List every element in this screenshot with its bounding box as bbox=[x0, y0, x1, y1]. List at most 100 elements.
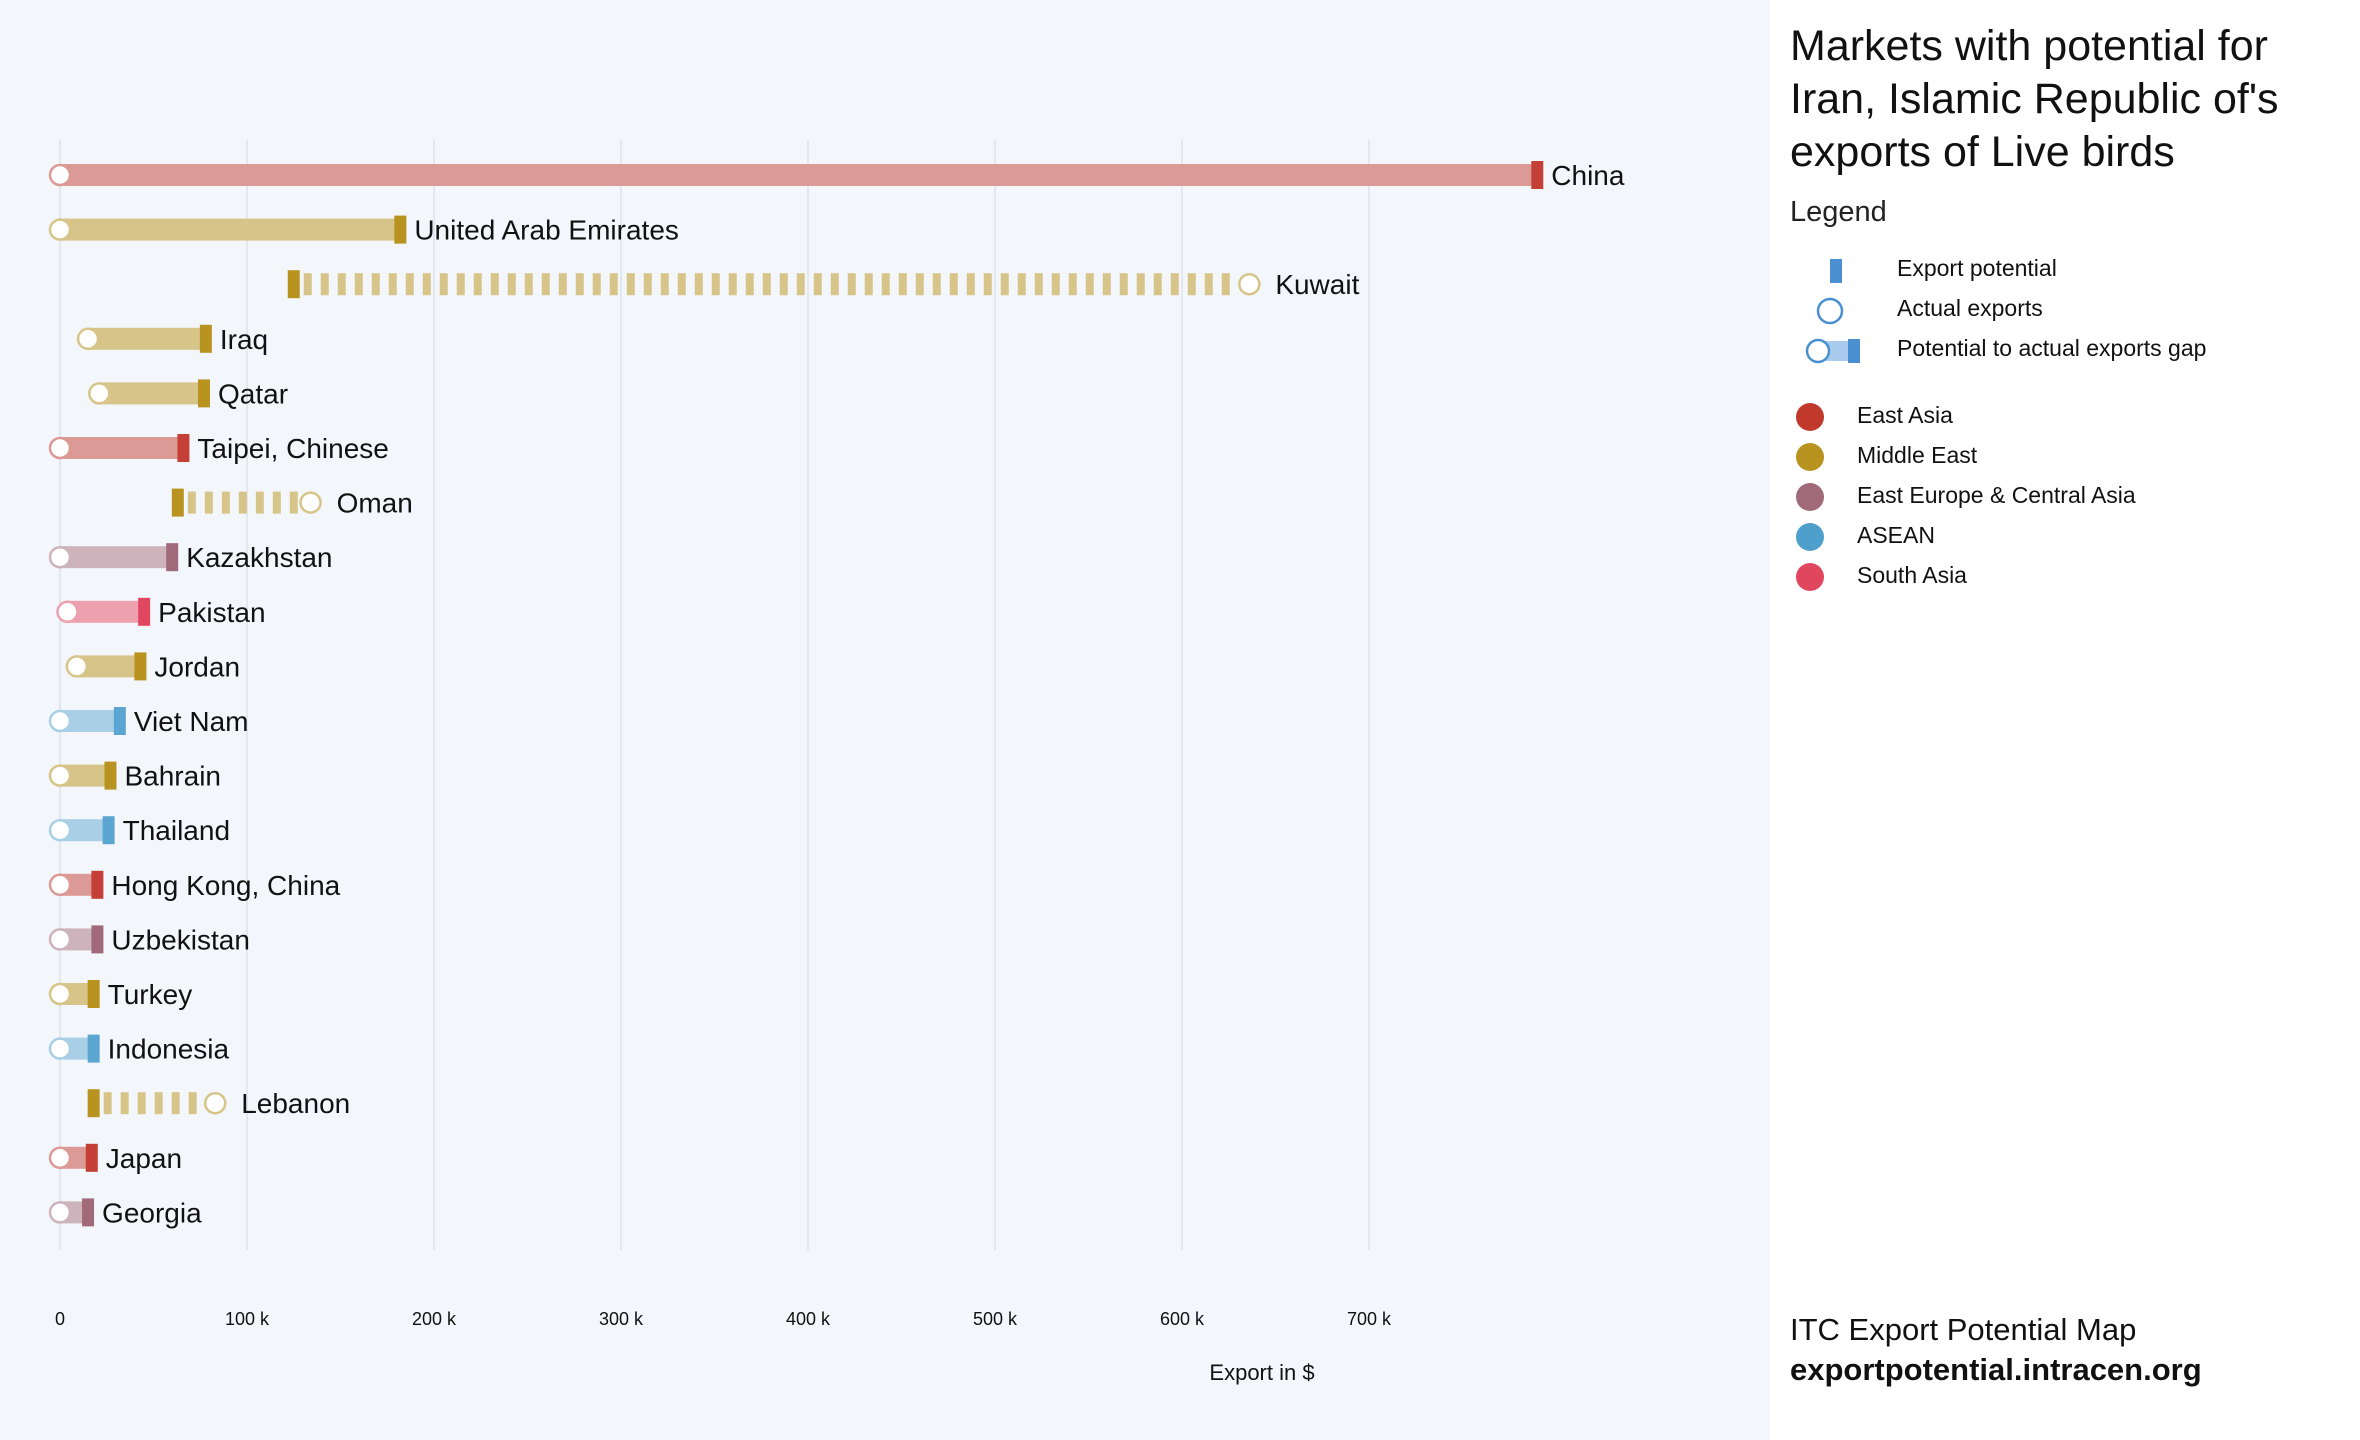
actual-exports-marker bbox=[48, 982, 72, 1006]
excess-dash bbox=[137, 1092, 146, 1115]
gap-bar bbox=[60, 710, 120, 732]
export-potential-marker bbox=[166, 543, 179, 572]
actual-exports-marker bbox=[48, 709, 72, 733]
export-potential-marker bbox=[91, 870, 104, 899]
x-tick-label: 300 k bbox=[599, 1309, 644, 1329]
legend-export-potential-label: Export potential bbox=[1897, 255, 2057, 281]
market-row: Kazakhstan bbox=[48, 542, 333, 573]
x-tick-label: 0 bbox=[55, 1309, 65, 1329]
region-legend-item: East Europe & Central Asia bbox=[1790, 480, 2350, 516]
x-axis-label: Export in $ bbox=[1209, 1360, 1314, 1385]
footer-url: exportpotential.intracen.org bbox=[1790, 1352, 2202, 1387]
market-label: United Arab Emirates bbox=[414, 215, 679, 246]
excess-dash bbox=[898, 273, 907, 296]
excess-dash bbox=[779, 273, 788, 296]
actual-exports-marker bbox=[299, 491, 322, 514]
region-dot-icon bbox=[1796, 563, 1824, 591]
excess-dash bbox=[289, 491, 298, 514]
market-label: Taipei, Chinese bbox=[197, 433, 388, 464]
excess-dash bbox=[337, 273, 346, 296]
market-row: Oman bbox=[171, 488, 413, 519]
excess-dash bbox=[983, 273, 992, 296]
excess-dash bbox=[473, 273, 482, 296]
region-legend-item: South Asia bbox=[1790, 560, 2350, 596]
actual-exports-marker bbox=[48, 545, 72, 569]
export-potential-marker bbox=[177, 434, 190, 462]
excess-dash bbox=[830, 273, 839, 296]
excess-dash bbox=[1170, 273, 1179, 296]
market-row: China bbox=[48, 160, 1625, 191]
x-axis-ticks: 0 100 k 200 k 300 k 400 k 500 k 600 k 700 k bbox=[55, 1309, 1392, 1329]
region-legend-label: East Asia bbox=[1857, 402, 1953, 428]
market-row: Viet Nam bbox=[48, 706, 248, 737]
excess-dash bbox=[171, 1092, 180, 1115]
gap-bar bbox=[67, 600, 145, 623]
export-potential-marker bbox=[197, 379, 210, 408]
actual-exports-marker bbox=[48, 1201, 72, 1224]
region-legend-label: East Europe & Central Asia bbox=[1857, 482, 2136, 508]
actual-exports-marker bbox=[56, 600, 79, 624]
grid-lines bbox=[59, 140, 1370, 1250]
market-label: Thailand bbox=[123, 815, 230, 846]
excess-dash bbox=[626, 273, 635, 296]
actual-exports-marker bbox=[48, 436, 72, 460]
excess-dash bbox=[711, 273, 720, 296]
chart-area: China United Arab Emirates Kuwait Iraq Qatar… bbox=[48, 140, 1625, 1385]
export-potential-chart: China United Arab Emirates Kuwait Iraq Qatar… bbox=[48, 140, 1625, 1385]
gap-bar bbox=[60, 437, 184, 459]
excess-dash bbox=[1204, 273, 1213, 296]
excess-dash bbox=[796, 273, 805, 296]
market-row: Georgia bbox=[48, 1197, 202, 1228]
excess-dash bbox=[915, 273, 924, 296]
excess-dash bbox=[204, 491, 213, 514]
legend-heading: Legend bbox=[1790, 196, 1887, 228]
market-label: Uzbekistan bbox=[111, 924, 250, 955]
region-legend-item: Middle East bbox=[1790, 440, 2350, 476]
excess-dash bbox=[881, 273, 890, 296]
export-potential-marker bbox=[138, 597, 151, 626]
market-row: Hong Kong, China bbox=[48, 870, 341, 901]
region-dot-icon bbox=[1796, 403, 1824, 431]
export-potential-bar-icon bbox=[1830, 259, 1842, 283]
export-potential-marker bbox=[113, 707, 126, 735]
actual-exports-marker bbox=[88, 382, 111, 405]
export-potential-marker bbox=[104, 761, 117, 790]
market-label: Kazakhstan bbox=[186, 542, 332, 573]
market-label: Japan bbox=[106, 1143, 182, 1174]
region-dot-icon bbox=[1796, 443, 1824, 471]
export-potential-marker bbox=[102, 816, 115, 845]
region-dot-icon bbox=[1796, 483, 1824, 511]
export-potential-marker bbox=[91, 925, 104, 954]
excess-dash bbox=[575, 273, 584, 296]
excess-dash bbox=[103, 1092, 112, 1115]
actual-exports-marker bbox=[48, 873, 72, 897]
excess-dash bbox=[1034, 273, 1043, 296]
excess-dash bbox=[1017, 273, 1026, 296]
excess-dash bbox=[255, 491, 264, 514]
market-label: Oman bbox=[337, 488, 413, 519]
excess-dash bbox=[1102, 273, 1111, 296]
excess-dash bbox=[1119, 273, 1128, 296]
excess-dash bbox=[1221, 273, 1230, 296]
excess-dash bbox=[388, 273, 397, 296]
gap-bar bbox=[60, 546, 173, 569]
x-tick-label: 700 k bbox=[1347, 1309, 1392, 1329]
market-row: Turkey bbox=[48, 979, 192, 1010]
legend-export-potential: Export potential bbox=[1790, 253, 2350, 289]
export-potential-marker bbox=[171, 488, 184, 517]
excess-dash bbox=[320, 273, 329, 296]
excess-dash bbox=[660, 273, 669, 296]
excess-dash bbox=[272, 491, 281, 514]
market-row: Thailand bbox=[48, 815, 230, 846]
excess-dash bbox=[221, 491, 230, 514]
actual-exports-marker bbox=[65, 655, 89, 678]
legend-actual-exports: Actual exports bbox=[1790, 293, 2350, 329]
market-row: Bahrain bbox=[48, 761, 221, 792]
export-potential-marker bbox=[199, 324, 212, 353]
excess-dash bbox=[966, 273, 975, 296]
market-row: Jordan bbox=[65, 651, 240, 682]
legend-gap-label: Potential to actual exports gap bbox=[1897, 335, 2207, 361]
excess-dash bbox=[439, 273, 448, 296]
excess-dash bbox=[813, 273, 822, 296]
excess-dash bbox=[354, 273, 363, 296]
